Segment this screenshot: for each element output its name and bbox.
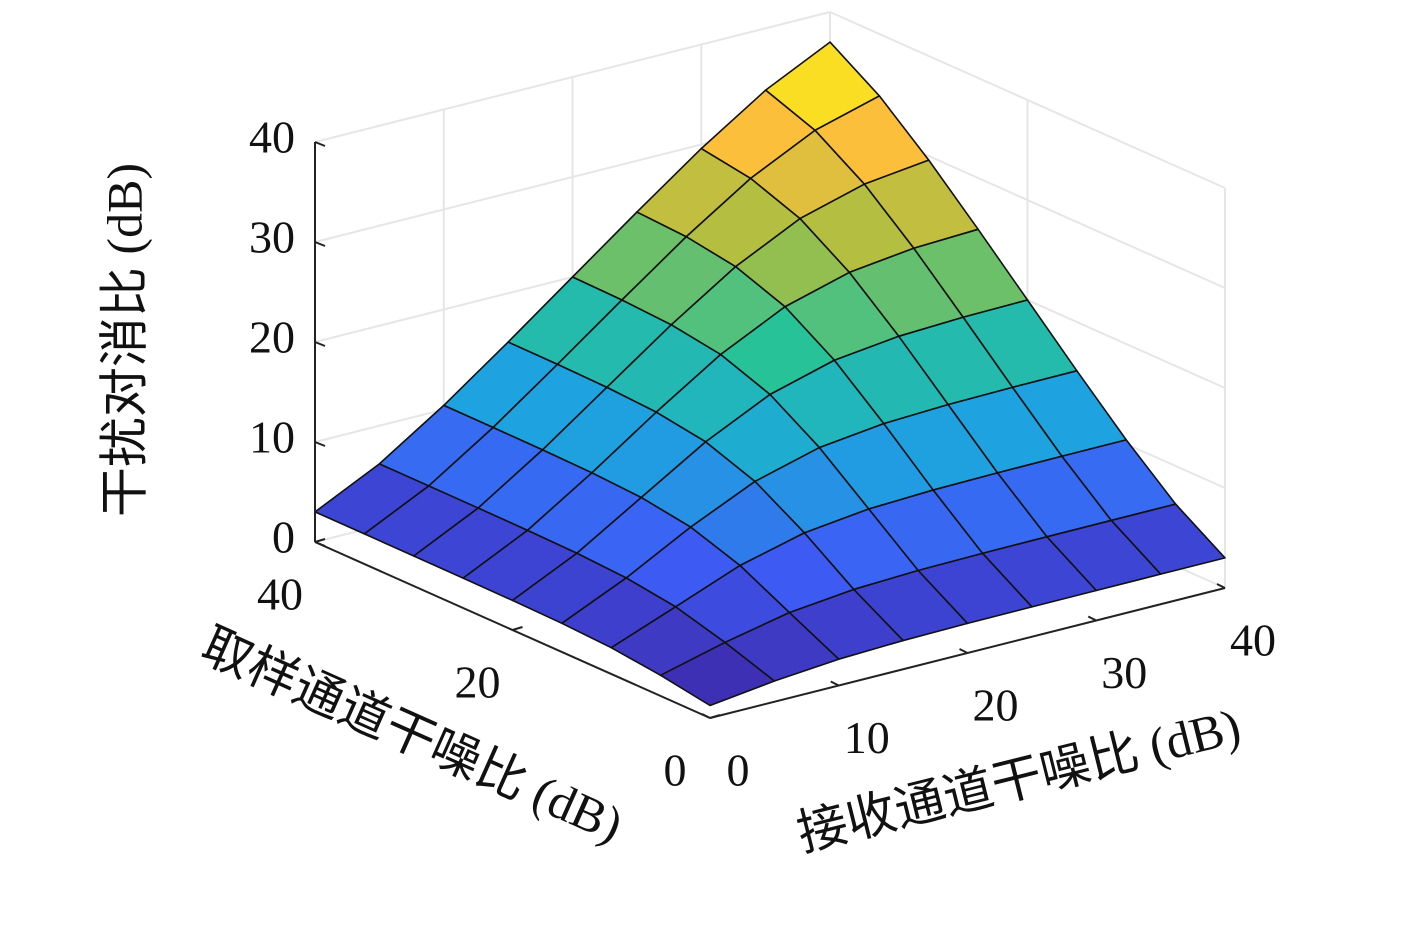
surface-cell	[659, 641, 776, 707]
x-tick	[830, 680, 840, 687]
x-tick-label: 20	[973, 680, 1019, 731]
z-tick	[314, 141, 326, 147]
z-tick	[314, 341, 326, 347]
z-tick-label: 40	[249, 112, 295, 163]
x-tick-label: 10	[844, 712, 890, 763]
x-tick	[1216, 583, 1226, 589]
y-axis-title: 取样通道干噪比 (dB)	[193, 617, 631, 853]
x-tick-label: 30	[1101, 647, 1147, 698]
z-tick	[314, 541, 326, 547]
x-tick	[959, 648, 968, 654]
y-tick-label: 40	[257, 569, 303, 620]
z-axis-title: 干扰对消比 (dB)	[96, 163, 152, 517]
z-tick-label: 0	[272, 512, 295, 563]
x-tick-label: 0	[727, 745, 750, 796]
y-tick-label: 20	[455, 657, 501, 708]
y-tick	[512, 626, 523, 631]
z-tick-label: 20	[249, 312, 295, 363]
y-tick-label: 0	[664, 745, 687, 796]
x-tick	[1087, 615, 1097, 622]
x-tick-label: 40	[1230, 615, 1276, 666]
z-tick	[314, 441, 326, 447]
y-tick	[314, 538, 326, 543]
z-tick	[314, 241, 326, 247]
y-tick	[709, 714, 721, 719]
z-tick-label: 30	[249, 212, 295, 263]
z-tick-label: 10	[249, 412, 295, 463]
x-tick	[701, 713, 711, 719]
